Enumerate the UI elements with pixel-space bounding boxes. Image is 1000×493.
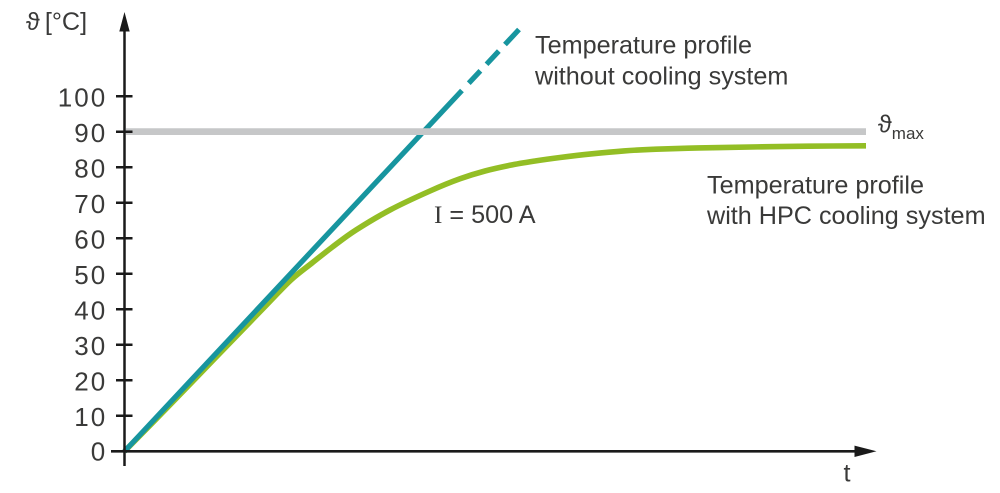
svg-text:ϑ [°C]: ϑ [°C] (26, 8, 87, 36)
svg-text:Temperature profile: Temperature profile (707, 172, 924, 200)
svg-text:10: 10 (74, 402, 107, 432)
svg-text:without cooling system: without cooling system (534, 62, 788, 90)
svg-text:0: 0 (91, 437, 107, 467)
svg-text:60: 60 (74, 225, 107, 255)
svg-text:t: t (844, 460, 851, 488)
svg-text:80: 80 (74, 154, 107, 184)
svg-text:100: 100 (58, 83, 107, 113)
svg-text:I = 500 A: I = 500 A (434, 201, 536, 229)
svg-text:30: 30 (74, 331, 107, 361)
svg-text:50: 50 (74, 260, 107, 290)
svg-text:90: 90 (74, 118, 107, 148)
svg-text:40: 40 (74, 296, 107, 326)
svg-text:70: 70 (74, 189, 107, 219)
svg-text:with HPC cooling system: with HPC cooling system (706, 202, 986, 230)
svg-text:Temperature profile: Temperature profile (535, 32, 752, 60)
svg-text:20: 20 (74, 367, 107, 397)
